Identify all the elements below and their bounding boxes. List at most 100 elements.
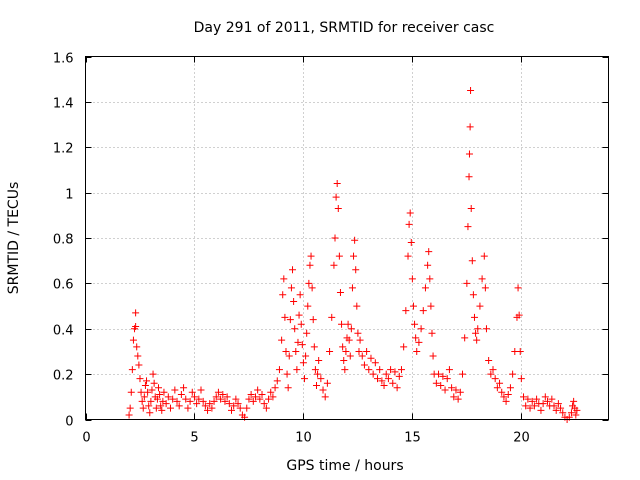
data-point (265, 395, 273, 403)
data-point (294, 338, 302, 346)
data-point (552, 406, 560, 414)
data-point (402, 307, 410, 315)
data-point (341, 366, 349, 374)
data-point (355, 347, 363, 355)
data-point (570, 397, 578, 405)
data-point (247, 391, 255, 399)
data-point (280, 275, 288, 283)
data-point (454, 395, 462, 403)
data-point (395, 372, 403, 380)
data-point (559, 409, 567, 417)
data-point (158, 406, 166, 414)
data-point (408, 275, 416, 283)
data-point (348, 284, 356, 292)
data-point (140, 393, 148, 401)
x-axis-label: GPS time / hours (286, 458, 403, 474)
y-tick-label: 0.4 (53, 324, 74, 339)
data-point (150, 379, 158, 387)
data-point (376, 366, 384, 374)
data-point (311, 366, 319, 374)
data-point (127, 388, 135, 396)
x-tick-label: 0 (82, 431, 90, 446)
data-point (466, 123, 474, 131)
data-point (404, 252, 412, 260)
data-point (476, 302, 484, 310)
data-point (347, 325, 355, 333)
data-point (461, 334, 469, 342)
data-point (310, 343, 318, 351)
data-point (144, 388, 152, 396)
data-point (190, 393, 198, 401)
data-point (409, 302, 417, 310)
data-point (319, 386, 327, 394)
data-point (482, 325, 490, 333)
chart-title: Day 291 of 2011, SRMTID for receiver cas… (194, 20, 495, 36)
data-point (478, 275, 486, 283)
data-point (323, 379, 331, 387)
data-point (573, 406, 581, 414)
data-point (428, 329, 436, 337)
data-point (175, 402, 183, 410)
data-point (152, 404, 160, 412)
plot-frame (85, 56, 609, 420)
data-point (384, 375, 392, 383)
data-point (171, 386, 179, 394)
data-point (342, 347, 350, 355)
data-point (271, 384, 279, 392)
data-point (411, 320, 419, 328)
data-point (338, 320, 346, 328)
data-point (287, 284, 295, 292)
data-point (474, 325, 482, 333)
data-point (134, 352, 142, 360)
data-point (286, 316, 294, 324)
data-point (199, 397, 207, 405)
data-point (128, 366, 136, 374)
data-point (350, 252, 358, 260)
data-point (309, 316, 317, 324)
y-tick-label: 0.2 (53, 369, 74, 384)
data-point (548, 395, 556, 403)
data-point (305, 279, 313, 287)
data-point (504, 391, 512, 399)
data-point (334, 205, 342, 213)
data-point (315, 357, 323, 365)
data-point (481, 284, 489, 292)
y-tick-label: 0.6 (53, 278, 74, 293)
data-point (201, 402, 209, 410)
data-point (493, 384, 501, 392)
data-point (184, 404, 192, 412)
data-point (208, 404, 216, 412)
data-point (295, 311, 303, 319)
data-point (282, 347, 290, 355)
data-point (528, 397, 536, 405)
data-point (219, 391, 227, 399)
data-point (567, 409, 575, 417)
data-point (156, 391, 164, 399)
y-tick-label: 0 (65, 415, 73, 430)
data-point (245, 395, 253, 403)
data-point (473, 336, 481, 344)
data-point (572, 411, 580, 419)
data-point (437, 381, 445, 389)
data-point (543, 397, 551, 405)
data-point (526, 404, 534, 412)
data-point (393, 384, 401, 392)
data-point (155, 384, 163, 392)
data-point (193, 400, 201, 408)
data-point (306, 261, 314, 269)
data-point (296, 291, 304, 299)
data-point (498, 388, 506, 396)
data-point (197, 386, 205, 394)
data-point (269, 393, 277, 401)
data-point (298, 341, 306, 349)
data-point (541, 393, 549, 401)
data-point (164, 393, 172, 401)
data-point (317, 375, 325, 383)
data-point (251, 393, 259, 401)
data-point (302, 352, 310, 360)
data-point (214, 388, 222, 396)
data-point (427, 302, 435, 310)
data-point (389, 379, 397, 387)
data-point (328, 313, 336, 321)
data-point (204, 406, 212, 414)
